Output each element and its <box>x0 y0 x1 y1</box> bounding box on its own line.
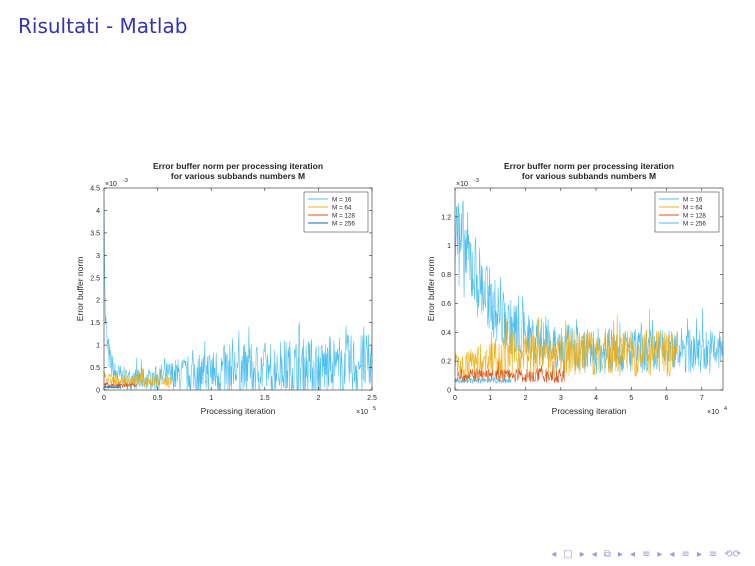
nav-prev-subsection-icon[interactable]: ◂ <box>629 549 635 560</box>
nav-section-icon[interactable]: ≡ <box>681 549 690 560</box>
x-tick-label-5: 2.5 <box>367 395 377 402</box>
x-tick-label-5: 5 <box>629 395 633 402</box>
nav-frame-icon[interactable]: ⧉ <box>603 549 611 560</box>
y-tick-label-2: 0.4 <box>441 330 451 337</box>
chart-title: Error buffer norm per processing iterati… <box>504 161 674 171</box>
x-tick-label-3: 1.5 <box>260 395 270 402</box>
x-tick-label-4: 4 <box>594 395 598 402</box>
y-axis-label: Error buffer norm <box>426 257 436 322</box>
beamer-navigation: ◂ □ ▸ ◂ ⧉ ▸ ◂ ≡ ▸ ◂ ≡ ▸ ≡ ⟲⟳ <box>551 549 741 560</box>
x-axis-multiplier: ×10 <box>356 409 368 416</box>
y-tick-label-4: 0.8 <box>441 272 451 279</box>
chart-title: Error buffer norm per processing iterati… <box>153 161 323 171</box>
series-trace-1 <box>104 368 172 389</box>
legend-label-1: M = 64 <box>683 204 703 211</box>
series-trace-3 <box>455 376 512 384</box>
chart-left: Error buffer norm per processing iterati… <box>74 158 394 420</box>
y-tick-label-8: 4 <box>96 208 100 215</box>
x-tick-label-6: 6 <box>665 395 669 402</box>
nav-next-slide-icon[interactable]: ▸ <box>579 549 585 560</box>
y-axis-exponent: -3 <box>123 178 128 184</box>
nav-next-subsection-icon[interactable]: ▸ <box>657 549 663 560</box>
y-tick-label-2: 1 <box>96 343 100 350</box>
x-tick-label-7: 7 <box>700 395 704 402</box>
nav-slide-icon[interactable]: □ <box>563 549 573 560</box>
series-trace-2 <box>455 360 565 384</box>
legend-label-0: M = 16 <box>332 196 352 203</box>
nav-subsection-icon[interactable]: ≡ <box>641 549 651 560</box>
chart-subtitle: for various subbands numbers M <box>171 171 305 181</box>
x-tick-label-2: 1 <box>209 395 213 402</box>
x-tick-label-4: 2 <box>316 395 320 402</box>
x-tick-label-3: 3 <box>559 395 563 402</box>
nav-next-section-icon[interactable]: ▸ <box>696 549 702 560</box>
nav-search-icon[interactable]: ⟲⟳ <box>724 549 741 560</box>
axes-box <box>103 187 373 391</box>
axes-box <box>454 187 724 391</box>
nav-next-frame-icon[interactable]: ▸ <box>617 549 623 560</box>
nav-prev-slide-icon[interactable]: ◂ <box>551 549 557 560</box>
y-tick-label-1: 0.5 <box>90 365 100 372</box>
y-axis-multiplier: ×10 <box>456 181 468 188</box>
y-tick-label-5: 1 <box>447 243 451 250</box>
legend-label-2: M = 128 <box>683 212 706 219</box>
x-axis-exponent: 4 <box>724 406 727 412</box>
y-tick-label-3: 1.5 <box>90 320 100 327</box>
x-tick-label-2: 2 <box>524 395 528 402</box>
y-tick-label-0: 0 <box>96 388 100 395</box>
series-trace-3 <box>104 385 122 390</box>
nav-outline-icon[interactable]: ≡ <box>708 549 718 560</box>
nav-prev-section-icon[interactable]: ◂ <box>669 549 675 560</box>
legend-label-2: M = 128 <box>332 212 355 219</box>
y-axis-exponent: -3 <box>474 178 479 184</box>
x-tick-label-1: 1 <box>488 395 492 402</box>
y-tick-label-1: 0.2 <box>441 359 451 366</box>
y-tick-label-3: 0.6 <box>441 301 451 308</box>
y-tick-label-5: 2.5 <box>90 275 100 282</box>
x-axis-label: Processing iteration <box>201 406 276 416</box>
series-trace-0 <box>104 201 372 390</box>
chart-right: Error buffer norm per processing iterati… <box>425 158 745 420</box>
y-tick-label-6: 1.2 <box>441 214 451 221</box>
slide-title: Risultati - Matlab <box>18 14 188 38</box>
y-tick-label-6: 3 <box>96 253 100 260</box>
chart-subtitle: for various subbands numbers M <box>522 171 656 181</box>
x-tick-label-0: 0 <box>453 395 457 402</box>
y-tick-label-4: 2 <box>96 298 100 305</box>
x-axis-exponent: 5 <box>373 406 376 412</box>
y-tick-label-0: 0 <box>447 388 451 395</box>
y-axis-label: Error buffer norm <box>75 257 85 322</box>
legend-label-3: M = 256 <box>332 220 355 227</box>
y-tick-label-7: 3.5 <box>90 230 100 237</box>
plot-area <box>455 200 723 384</box>
legend-label-3: M = 256 <box>683 220 706 227</box>
legend-label-1: M = 64 <box>332 204 352 211</box>
series-trace-1 <box>455 308 678 381</box>
y-tick-label-9: 4.5 <box>90 186 100 193</box>
x-tick-label-0: 0 <box>102 395 106 402</box>
x-axis-multiplier: ×10 <box>707 409 719 416</box>
x-axis-label: Processing iteration <box>552 406 627 416</box>
x-tick-label-1: 0.5 <box>153 395 163 402</box>
y-axis-multiplier: ×10 <box>105 181 117 188</box>
nav-prev-frame-icon[interactable]: ◂ <box>591 549 597 560</box>
legend-label-0: M = 16 <box>683 196 703 203</box>
plot-area <box>104 201 372 390</box>
